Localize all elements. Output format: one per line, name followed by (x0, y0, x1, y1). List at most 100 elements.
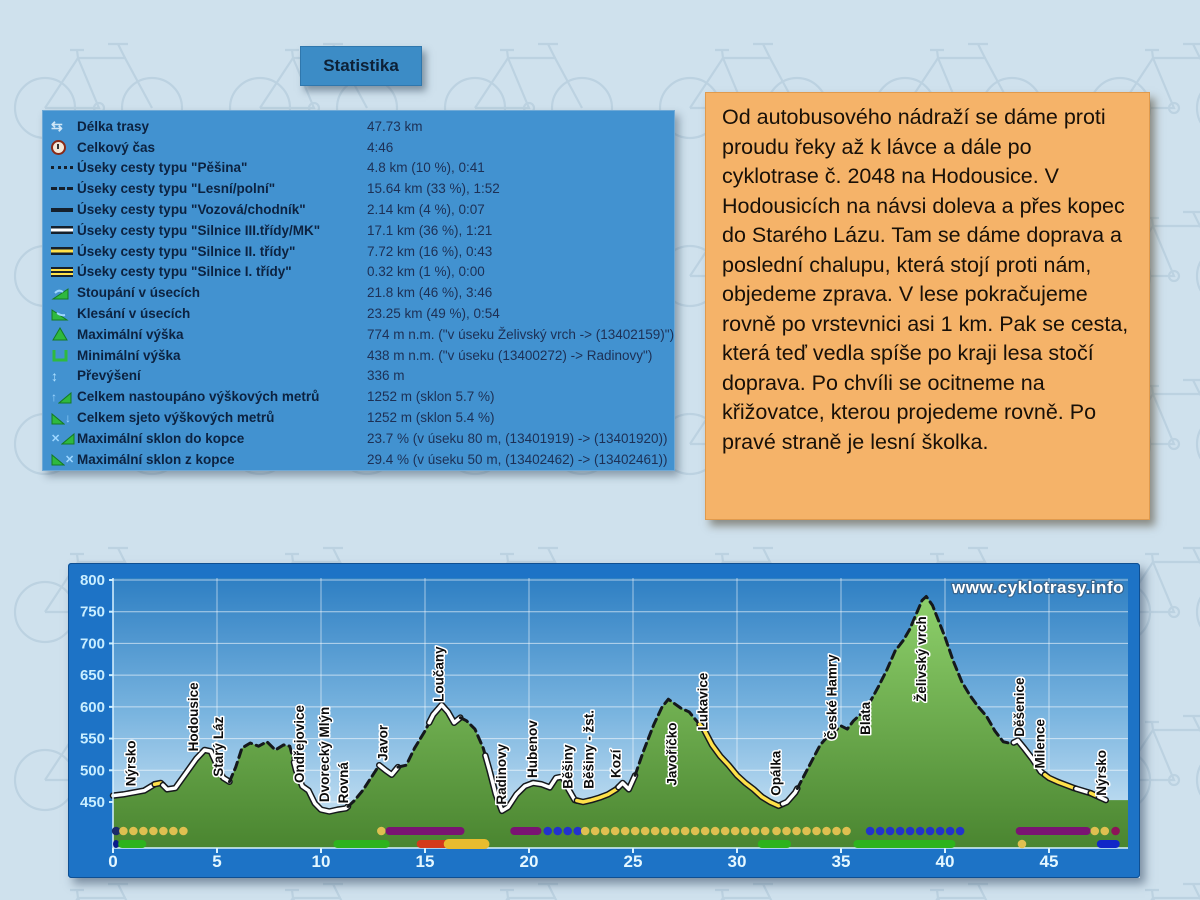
table-row: Klesání v úsecích 23.25 km (49 %), 0:54 (51, 303, 674, 324)
stat-value: 774 m n.m. ("v úseku Želivský vrch -> (1… (367, 326, 675, 342)
svg-text:Javor: Javor (375, 724, 390, 761)
max-uphill-slope-icon: ✕ (51, 431, 77, 445)
table-row: ✕ Maximální sklon z kopce 29.4 % (v úsek… (51, 449, 674, 470)
tab-statistika[interactable]: Statistika (300, 46, 422, 86)
stat-label: Klesání v úsecích (77, 306, 191, 322)
route-length-icon: ⇆ (51, 118, 63, 135)
svg-text:15: 15 (416, 852, 435, 871)
svg-text:20: 20 (520, 852, 539, 871)
svg-text:Radinovy: Radinovy (494, 743, 509, 804)
svg-text:Javoříčko: Javoříčko (665, 723, 680, 786)
min-elevation-icon (51, 348, 77, 362)
svg-text:800: 800 (80, 572, 105, 589)
stat-label: Maximální sklon do kopce (77, 430, 245, 446)
watermark: www.cyklotrasy.info (951, 578, 1124, 597)
total-ascent-icon: ↑ (51, 390, 77, 404)
table-row: ↓ Celkem sjeto výškových metrů 1252 m (s… (51, 407, 674, 428)
stat-value: 1252 m (sklon 5.4 %) (367, 410, 495, 426)
max-downhill-slope-icon: ✕ (51, 452, 77, 466)
table-row: Maximální výška 774 m n.m. ("v úseku Žel… (51, 324, 674, 345)
elevation-chart-svg: 450 500 550 600 650 700 750 800 0 5 10 15 20 25 30 35 40… (68, 563, 1140, 878)
stat-value: 47.73 km (367, 118, 423, 134)
clock-icon (51, 139, 66, 155)
svg-text:45: 45 (1040, 852, 1059, 871)
svg-text:Dvorecký Mlýn: Dvorecký Mlýn (317, 707, 332, 802)
stat-label: Převýšení (77, 368, 141, 384)
svg-text:750: 750 (80, 604, 105, 621)
stat-value: 23.25 km (49 %), 0:54 (367, 306, 500, 322)
svg-text:30: 30 (728, 852, 747, 871)
table-row: ↕ Převýšení 336 m (51, 366, 674, 387)
svg-text:10: 10 (312, 852, 331, 871)
road-class2-icon (51, 247, 73, 256)
svg-text:Rovná: Rovná (336, 762, 351, 804)
table-row: ⇆ Délka trasy 47.73 km (51, 116, 674, 137)
svg-text:Běšiny: Běšiny (561, 744, 576, 789)
stat-label: Úseky cesty typu "Pěšina" (77, 160, 248, 176)
stat-value: 4:46 (367, 139, 394, 155)
stat-value: 17.1 km (36 %), 1:21 (367, 222, 493, 238)
svg-text:Běšiny - žst.: Běšiny - žst. (581, 710, 596, 789)
road-class3-icon (51, 226, 73, 235)
table-row: ✕ Maximální sklon do kopce 23.7 % (v úse… (51, 428, 674, 449)
route-description-box: Od autobusového nádraží se dáme proti pr… (705, 92, 1150, 520)
svg-text:Opálka: Opálka (769, 750, 784, 796)
svg-text:Blata: Blata (858, 701, 873, 735)
table-row: Úseky cesty typu "Silnice II. třídy" 7.7… (51, 241, 674, 262)
table-row: Úseky cesty typu "Silnice III.třídy/MK" … (51, 220, 674, 241)
stat-label: Délka trasy (77, 118, 150, 134)
svg-text:Lukavice: Lukavice (696, 672, 711, 730)
stat-label: Úseky cesty typu "Lesní/polní" (77, 181, 276, 197)
path-solid-icon (51, 207, 73, 212)
stat-value: 438 m n.m. ("v úseku (13400272) -> Radin… (367, 347, 653, 363)
svg-text:Želivský vrch: Želivský vrch (914, 616, 929, 702)
stat-value: 29.4 % (v úseku 50 m, (13402462) -> (134… (367, 451, 668, 467)
stat-value: 2.14 km (4 %), 0:07 (367, 202, 485, 218)
path-dotted-icon (51, 166, 73, 170)
stat-label: Stoupání v úsecích (77, 285, 201, 301)
svg-text:5: 5 (212, 852, 221, 871)
table-row: Úseky cesty typu "Lesní/polní" 15.64 km … (51, 178, 674, 199)
table-row: Úseky cesty typu "Pěšina" 4.8 km (10 %),… (51, 158, 674, 179)
stat-label: Úseky cesty typu "Silnice III.třídy/MK" (77, 222, 321, 238)
total-descent-icon: ↓ (51, 411, 77, 425)
svg-text:Starý Láz: Starý Láz (211, 716, 226, 776)
stat-value: 21.8 km (46 %), 3:46 (367, 285, 493, 301)
path-dashdot-icon (51, 187, 73, 191)
road-class1-icon (51, 266, 73, 277)
stat-label: Maximální výška (77, 326, 184, 342)
table-row: Úseky cesty typu "Vozová/chodník" 2.14 k… (51, 199, 674, 220)
svg-text:650: 650 (80, 667, 105, 684)
stat-value: 15.64 km (33 %), 1:52 (367, 181, 500, 197)
svg-text:Milence: Milence (1033, 718, 1048, 768)
svg-text:Kozí: Kozí (608, 748, 623, 778)
table-row: Minimální výška 438 m n.m. ("v úseku (13… (51, 345, 674, 366)
descent-sections-icon (51, 307, 77, 321)
table-row: Stoupání v úsecích 21.8 km (46 %), 3:46 (51, 282, 674, 303)
svg-text:25: 25 (624, 852, 643, 871)
svg-text:450: 450 (80, 794, 105, 811)
stat-label: Maximální sklon z kopce (77, 451, 235, 467)
tab-statistika-label: Statistika (323, 56, 399, 75)
table-row: ↑ Celkem nastoupáno výškových metrů 1252… (51, 386, 674, 407)
svg-text:Ondřejovice: Ondřejovice (292, 705, 307, 784)
stat-label: Minimální výška (77, 347, 181, 363)
stat-label: Úseky cesty typu "Silnice I. třídy" (77, 264, 292, 280)
svg-text:600: 600 (80, 699, 105, 716)
svg-text:Nýrsko: Nýrsko (1094, 750, 1109, 796)
max-elevation-icon (51, 327, 77, 341)
table-row: Úseky cesty typu "Silnice I. třídy" 0.32… (51, 262, 674, 283)
stat-value: 1252 m (sklon 5.7 %) (367, 389, 495, 405)
svg-text:35: 35 (832, 852, 851, 871)
svg-text:700: 700 (80, 635, 105, 652)
svg-text:Děšenice: Děšenice (1012, 677, 1027, 737)
elevation-chart: 450 500 550 600 650 700 750 800 0 5 10 15 20 25 30 35 40… (68, 563, 1140, 878)
stat-label: Celkový čas (77, 139, 156, 155)
stat-value: 0.32 km (1 %), 0:00 (367, 264, 485, 280)
route-statistics-panel: ⇆ Délka trasy 47.73 km Celkový čas 4:46 … (42, 110, 675, 471)
svg-text:550: 550 (80, 731, 105, 748)
stat-value: 7.72 km (16 %), 0:43 (367, 243, 493, 259)
elevation-span-icon: ↕ (51, 367, 58, 384)
svg-text:500: 500 (80, 762, 105, 779)
svg-text:Hodousice: Hodousice (186, 682, 201, 752)
